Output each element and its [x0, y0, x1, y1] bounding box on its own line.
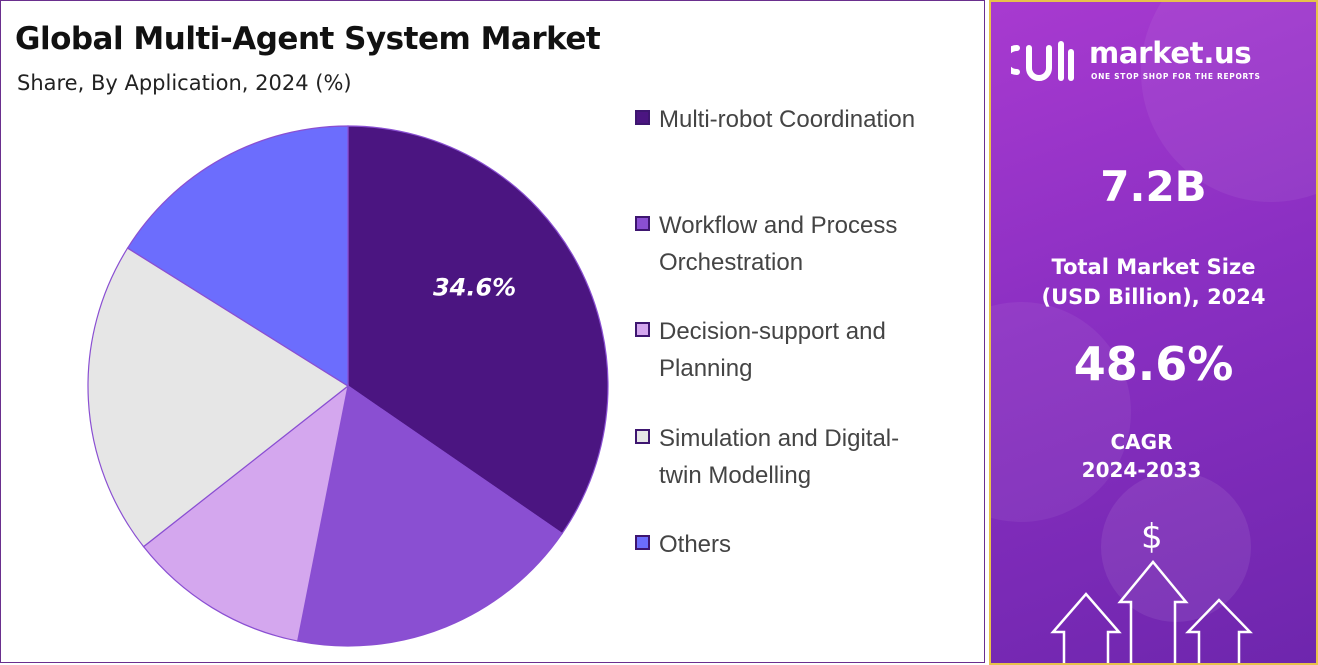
legend-label: Decision-support and Planning: [659, 318, 886, 382]
chart-panel: Global Multi-Agent System Market Share, …: [0, 0, 985, 663]
pie-chart: 34.6%: [87, 125, 609, 647]
pie-data-label: 34.6%: [433, 274, 516, 302]
cagr-value: 48.6%: [1073, 337, 1234, 391]
decorative-circle: [1101, 472, 1251, 622]
legend-swatch: [635, 110, 650, 125]
stats-panel: market.us ONE STOP SHOP FOR THE REPORTS …: [989, 0, 1318, 665]
brand-name: market.us: [1089, 36, 1252, 70]
legend-swatch: [635, 535, 650, 550]
pie-slice-workflow-and-process-orchestration: [296, 384, 563, 647]
brand-tagline: ONE STOP SHOP FOR THE REPORTS: [1091, 72, 1261, 81]
pie-slice-decision-support-and-planning: [142, 384, 349, 642]
cagr-label: CAGR 2024-2033: [1081, 430, 1202, 482]
growth-arrows-icon: [1050, 560, 1253, 663]
dollar-icon: $: [1141, 517, 1163, 557]
pie-slice-multi-robot-coordination: [347, 125, 609, 535]
chart-title: Global Multi-Agent System Market: [15, 21, 601, 57]
market-us-logo-icon: [1011, 41, 1074, 81]
decorative-circle: [991, 302, 1131, 522]
legend-item-decision-support: Decision-support and Planning: [635, 313, 980, 387]
legend-item-others: Others: [635, 526, 980, 563]
brand: market.us ONE STOP SHOP FOR THE REPORTS: [1011, 36, 1311, 88]
legend-label: Workflow and Process Orchestration: [659, 212, 898, 276]
legend-swatch: [635, 429, 650, 444]
market-size-label: Total Market Size (USD Billion), 2024: [1041, 255, 1266, 309]
chart-subtitle: Share, By Application, 2024 (%): [17, 71, 352, 95]
legend-swatch: [635, 216, 650, 231]
legend-item-simulation-digital-twin: Simulation and Digital-twin Modelling: [635, 420, 980, 494]
legend-label: Others: [659, 531, 732, 558]
market-size-value: 7.2B: [1100, 162, 1207, 211]
legend-swatch: [635, 322, 650, 337]
legend-label: Simulation and Digital-twin Modelling: [659, 425, 900, 489]
pie-slice-others: [126, 125, 349, 388]
pie-slice-simulation-and-digital-twin-modelling: [87, 247, 350, 548]
legend-item-workflow-orchestration: Workflow and Process Orchestration: [635, 207, 980, 281]
legend-item-multi-robot-coordination: Multi-robot Coordination: [635, 101, 980, 138]
legend-label: Multi-robot Coordination: [659, 106, 916, 133]
